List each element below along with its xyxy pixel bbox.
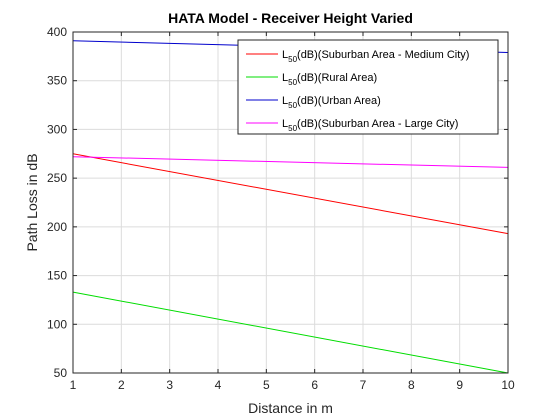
legend: L50(dB)(Suburban Area - Medium City)L50(… [237, 39, 499, 135]
legend-entry-rest: (dB)(Suburban Area - Medium City) [297, 49, 469, 61]
legend-entry: L50(dB)(Rural Area) [282, 72, 377, 87]
y-tick-label: 200 [47, 220, 67, 234]
x-tick-label: 4 [215, 378, 222, 392]
legend-entry-rest: (dB)(Suburban Area - Large City) [297, 118, 458, 130]
chart-title: HATA Model - Receiver Height Varied [168, 10, 413, 26]
y-tick-label: 50 [54, 366, 68, 380]
x-tick-label: 5 [263, 378, 270, 392]
series-line-1 [72, 291, 509, 374]
y-tick-label: 300 [47, 122, 67, 136]
y-tick-label: 350 [47, 74, 67, 88]
legend-entry-subscript: 50 [288, 55, 297, 64]
legend-entry-main: L [282, 49, 288, 61]
y-tick-label: 100 [47, 317, 67, 331]
x-tick-label: 9 [456, 378, 463, 392]
x-tick-label: 10 [501, 378, 515, 392]
y-tick-label: 250 [47, 171, 67, 185]
y-tick-label: 400 [47, 25, 67, 39]
x-tick-label: 8 [408, 378, 415, 392]
legend-entry-main: L [282, 95, 288, 107]
legend-entry-subscript: 50 [288, 101, 297, 110]
axes-box [72, 31, 509, 374]
ticks: 1 2 3 4 5 6 7 8 9 10 50 100 150 200 250 300 350 400 [47, 25, 515, 392]
y-tick-label: 150 [47, 269, 67, 283]
x-tick-label: 3 [166, 378, 173, 392]
legend-box [237, 39, 499, 135]
x-tick-label: 6 [311, 378, 318, 392]
x-tick-label: 2 [118, 378, 125, 392]
series-line-0 [72, 153, 509, 235]
legend-entry-subscript: 50 [288, 78, 297, 87]
y-axis-label: Path Loss in dB [24, 153, 40, 251]
x-axis-label: Distance in m [248, 400, 333, 416]
legend-entry-main: L [282, 118, 288, 130]
x-tick-label: 1 [70, 378, 77, 392]
legend-entry-subscript: 50 [288, 124, 297, 133]
x-tick-label: 7 [360, 378, 367, 392]
legend-entry-rest: (dB)(Urban Area) [297, 95, 381, 107]
legend-entry-rest: (dB)(Rural Area) [297, 72, 377, 84]
legend-entry-main: L [282, 72, 288, 84]
legend-entry: L50(dB)(Suburban Area - Large City) [282, 118, 458, 133]
legend-entry: L50(dB)(Suburban Area - Medium City) [282, 49, 469, 64]
legend-entry: L50(dB)(Urban Area) [282, 95, 381, 110]
series-line-3 [72, 156, 509, 168]
